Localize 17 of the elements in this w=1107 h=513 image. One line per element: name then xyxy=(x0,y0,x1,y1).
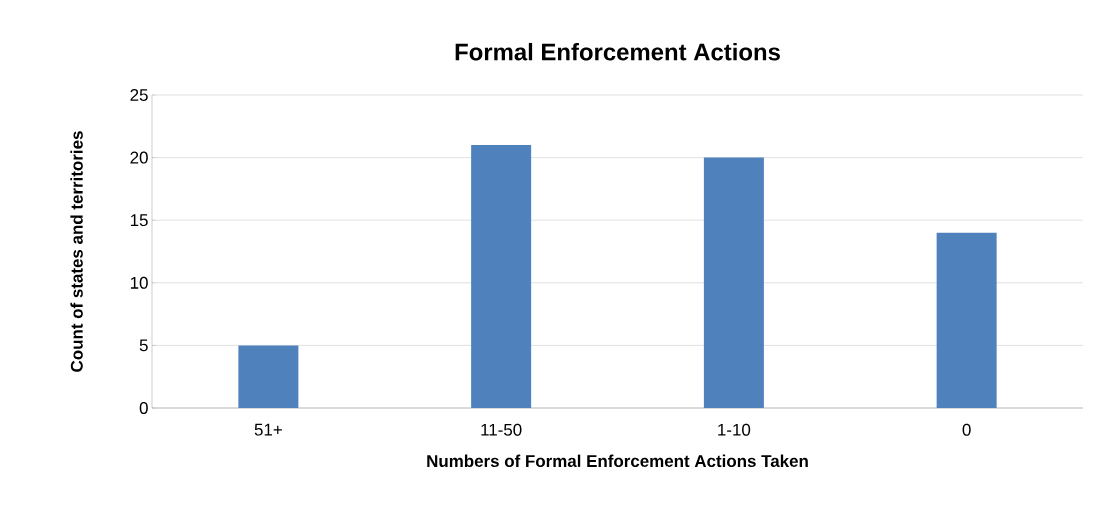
x-tick-label: 51+ xyxy=(254,423,282,436)
y-axis-title: Count of states and territories xyxy=(70,131,83,372)
x-axis-title: Numbers of Formal Enforcement Actions Taken xyxy=(427,454,808,468)
chart-title: Formal Enforcement Actions xyxy=(455,42,780,61)
bar xyxy=(703,157,764,408)
bar xyxy=(471,145,532,408)
y-tick-label: 0 xyxy=(139,402,148,414)
y-tick-label: 20 xyxy=(130,151,148,164)
x-tick-label: 11-50 xyxy=(481,423,522,436)
y-tick-label: 25 xyxy=(130,89,148,101)
y-tick-label: 5 xyxy=(139,339,148,352)
bar xyxy=(936,232,997,408)
y-tick-label: 15 xyxy=(130,214,148,227)
bar xyxy=(238,345,299,408)
x-tick-label: 0 xyxy=(962,423,971,436)
x-tick-label: 1-10 xyxy=(718,423,751,436)
y-tick-label: 10 xyxy=(130,276,148,289)
